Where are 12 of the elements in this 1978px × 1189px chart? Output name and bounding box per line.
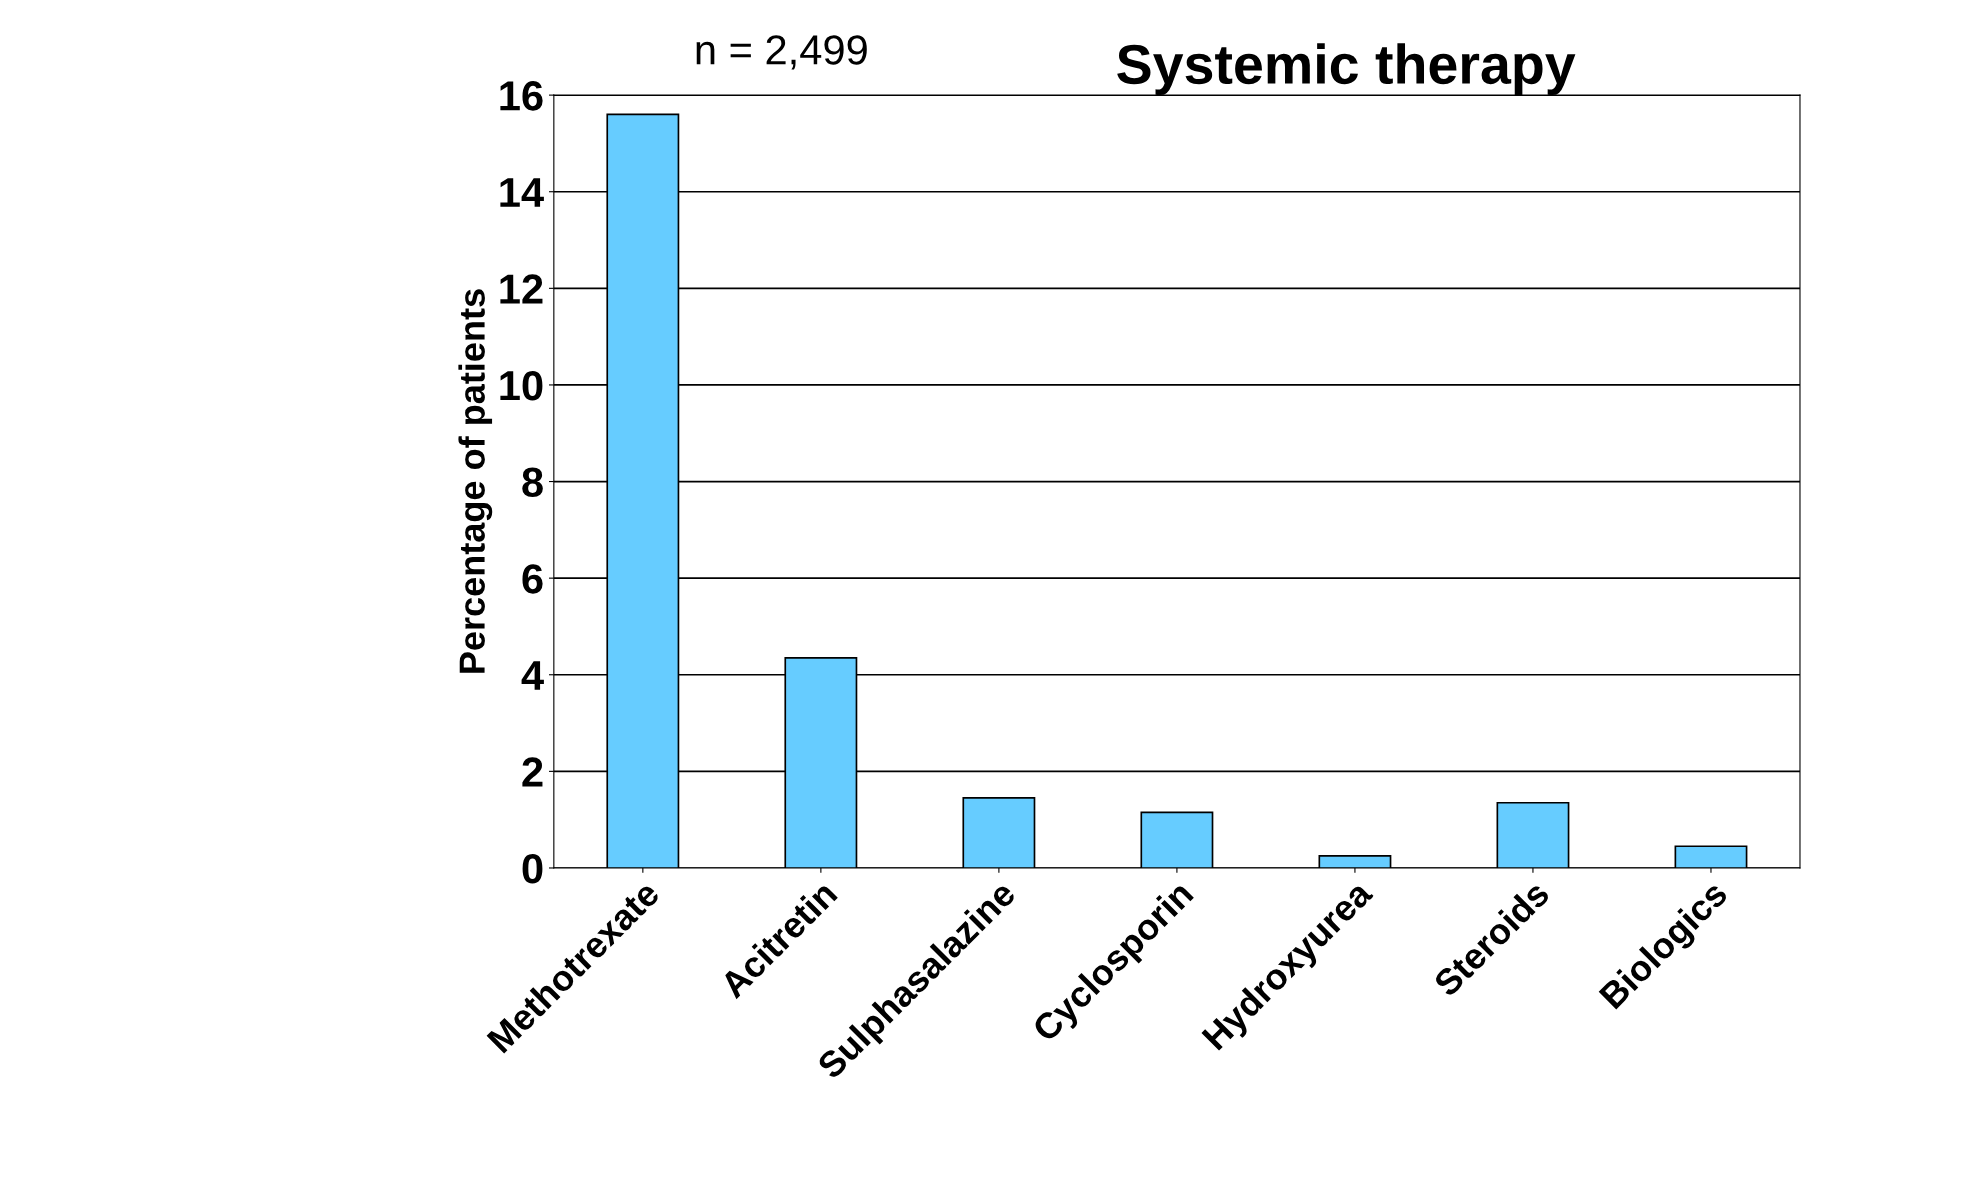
y-tick-label: 14 [500,178,544,207]
y-tick-label: 12 [500,274,543,304]
y-tick-label: 8 [522,467,543,498]
y-tick-label: 10 [500,370,543,401]
y-tick-label: 16 [500,81,543,111]
y-tick-label: 4 [521,661,544,690]
y-tick-label: 2 [522,757,543,787]
chart-title: Systemic therapy [1117,43,1576,96]
y-tick-label: 6 [522,564,543,594]
y-axis-title: Percentage of patients [458,289,493,673]
y-tick-label: 0 [522,853,543,884]
text: n = 2,499 [696,35,867,70]
